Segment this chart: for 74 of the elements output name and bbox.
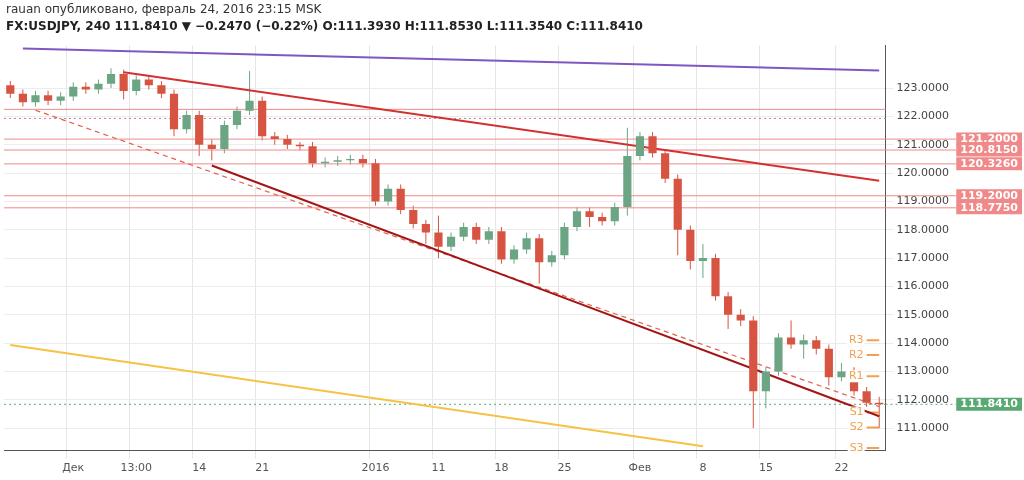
- candlestick: [245, 70, 254, 116]
- x-tick-label: 11: [431, 461, 446, 475]
- x-tick-label: Дек: [62, 461, 85, 475]
- y-tick-label: 115.0000: [896, 307, 950, 321]
- y-tick-label: 123.0000: [896, 80, 950, 94]
- x-tick-label: 8: [699, 461, 707, 475]
- series-label: S1: [849, 405, 864, 419]
- candlestick: [384, 183, 393, 207]
- y-tick-label: 122.0000: [896, 109, 950, 123]
- candlestick: [522, 232, 531, 255]
- candlestick: [119, 69, 128, 100]
- candlestick: [724, 291, 733, 330]
- x-tick-label: 15: [758, 461, 773, 475]
- ref-line-label: 118.7750: [960, 200, 1019, 214]
- series-label: R2: [848, 347, 864, 361]
- series-label: R3: [848, 333, 864, 347]
- candlestick: [698, 243, 708, 279]
- candlestick: [232, 106, 242, 130]
- series-label: S3: [849, 440, 864, 454]
- chart-title: FX:USDJPY, 240 111.8410 ▼ −0.2470 (−0.22%) O:111.3930 H:111.8530 L:111.3540 C:111.8410: [6, 19, 643, 33]
- x-tick-label: 13:00: [120, 461, 153, 475]
- y-tick-label: 113.0000: [896, 364, 950, 378]
- candlestick: [421, 219, 430, 245]
- candlestick: [459, 222, 468, 242]
- ref-line-label: 119.2000: [960, 188, 1019, 202]
- y-tick-label: 112.0000: [896, 392, 950, 406]
- candlestick: [635, 131, 645, 161]
- x-tick-label: 21: [255, 461, 270, 475]
- candlestick: [182, 110, 191, 134]
- candlestick: [358, 154, 367, 168]
- candlestick: [396, 183, 405, 215]
- candlestick: [409, 205, 418, 229]
- candlestick: [308, 141, 317, 168]
- candlestick: [610, 202, 619, 227]
- candlestick: [837, 362, 846, 382]
- series-label: R1: [848, 369, 864, 383]
- candlestick: [207, 138, 216, 161]
- x-tick-label: 18: [494, 461, 509, 475]
- x-tick-label: 14: [192, 461, 207, 475]
- candlestick: [69, 81, 78, 102]
- ref-line-label: 120.3260: [960, 156, 1019, 170]
- y-tick-label: 119.0000: [896, 194, 950, 208]
- x-tick-label: 22: [834, 461, 849, 475]
- candlestick: [509, 244, 519, 265]
- y-tick-label: 118.0000: [896, 222, 950, 236]
- candlestick: [106, 67, 116, 89]
- ref-line-label: 111.8410: [960, 397, 1019, 411]
- candlestick: [761, 366, 770, 409]
- candlestick: [572, 206, 582, 232]
- y-tick-label: 114.0000: [896, 335, 950, 349]
- candlestick: [812, 335, 821, 355]
- series-label: S2: [849, 420, 864, 434]
- y-tick-label: 111.0000: [896, 420, 950, 434]
- candlestick: [446, 232, 456, 252]
- candlestick: [43, 90, 53, 106]
- candlestick: [132, 74, 141, 96]
- candlestick: [81, 81, 90, 95]
- candlestick: [585, 206, 594, 228]
- y-tick-label: 116.0000: [896, 279, 950, 293]
- candlestick: [472, 222, 481, 245]
- y-tick-label: 117.0000: [896, 250, 950, 264]
- y-tick-label: 121.0000: [896, 137, 950, 151]
- x-tick-label: Фев: [628, 461, 652, 475]
- chart-subtitle: rauan опубликовано, февраль 24, 2016 23:15 MSK: [6, 2, 322, 16]
- candlestick: [434, 215, 443, 259]
- x-tick-label: 25: [557, 461, 572, 475]
- candlestick: [799, 334, 808, 360]
- candlestick: [18, 89, 27, 108]
- candlestick: [648, 131, 657, 159]
- y-tick-label: 120.0000: [896, 165, 950, 179]
- ref-line-label: 120.8150: [960, 142, 1019, 156]
- ref-line-label: 121.2000: [960, 131, 1019, 145]
- candlestick: [786, 319, 796, 350]
- x-tick-label: 2016: [361, 461, 390, 475]
